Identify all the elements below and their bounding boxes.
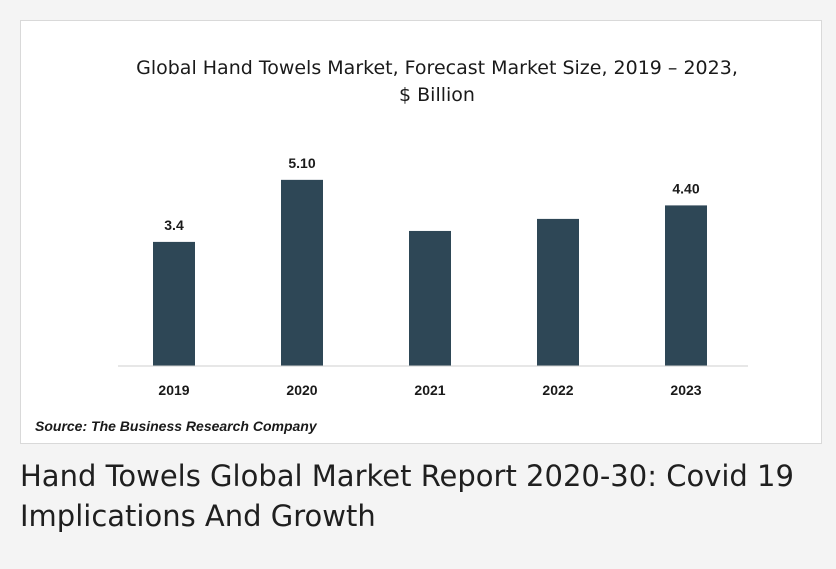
- data-label-2019: 3.4: [164, 217, 184, 233]
- chart-title-line1: Global Hand Towels Market, Forecast Mark…: [136, 57, 738, 79]
- bar-2022: [537, 218, 579, 366]
- x-tick-label-2019: 2019: [158, 382, 189, 398]
- bar-2020: [281, 179, 323, 366]
- data-label-2020: 5.10: [288, 155, 315, 171]
- chart-card: Global Hand Towels Market, Forecast Mark…: [20, 20, 822, 444]
- bar-2021: [409, 230, 451, 366]
- chart-title: Global Hand Towels Market, Forecast Mark…: [111, 55, 763, 109]
- bar-2023: [665, 205, 707, 366]
- source-note: Source: The Business Research Company: [35, 418, 317, 434]
- x-tick-label-2021: 2021: [414, 382, 445, 398]
- page-caption: Hand Towels Global Market Report 2020-30…: [20, 459, 794, 533]
- bar-chart: 3.4 5.10 4.40 2019 2020 2021 2022 2023: [118, 155, 748, 398]
- data-label-2023: 4.40: [672, 180, 699, 196]
- x-tick-label-2023: 2023: [670, 382, 701, 398]
- bar-2019: [153, 241, 195, 366]
- x-tick-label-2020: 2020: [286, 382, 317, 398]
- chart-subtitle: $ Billion: [399, 84, 475, 106]
- x-tick-label-2022: 2022: [542, 382, 573, 398]
